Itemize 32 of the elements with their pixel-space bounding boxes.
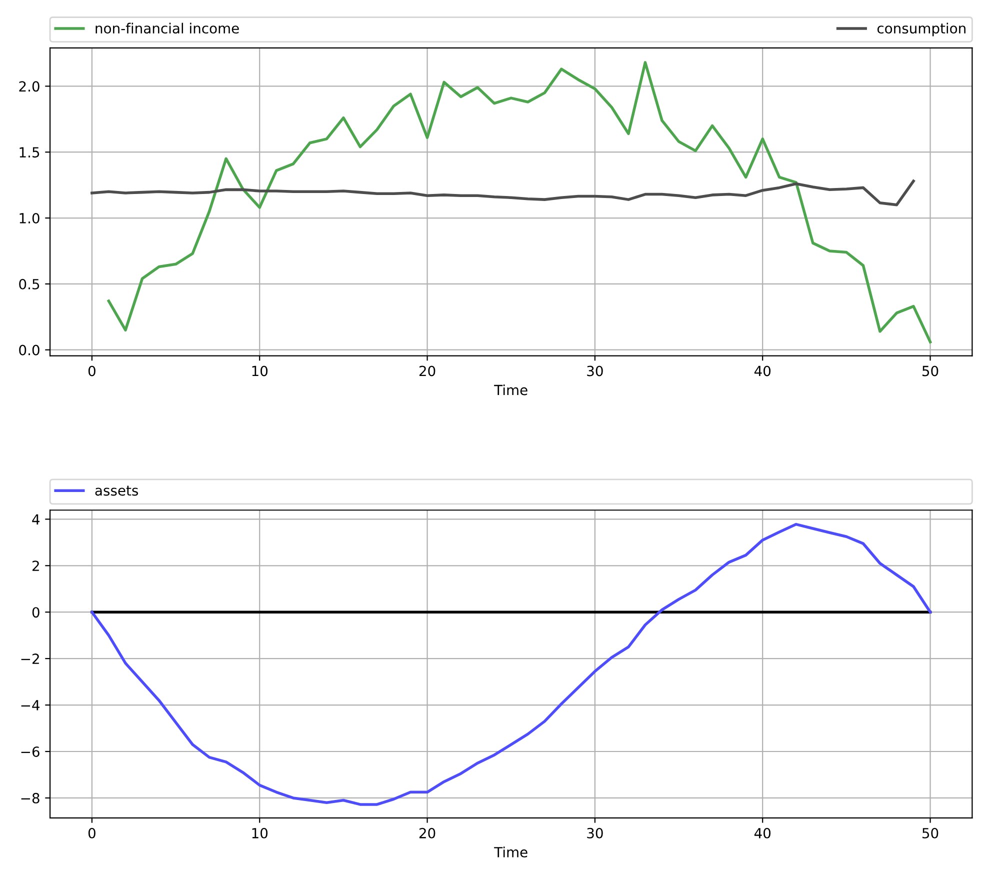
legend-label: non-financial income bbox=[96, 22, 239, 34]
y-tick-label: 1.0 bbox=[20, 212, 40, 224]
x-tick-label: 20 bbox=[419, 366, 436, 376]
y-tick-label: −8 bbox=[21, 792, 40, 804]
x-axis-title: Time bbox=[494, 384, 528, 396]
x-tick-label: 0 bbox=[88, 366, 96, 376]
line-series bbox=[90, 522, 932, 806]
x-tick-label: 10 bbox=[252, 366, 268, 376]
x-tick-label: 0 bbox=[88, 828, 96, 838]
x-tick-label: 50 bbox=[922, 366, 938, 376]
x-tick-label: 30 bbox=[587, 828, 603, 838]
legend-label: assets bbox=[95, 486, 138, 496]
legend-label: consumption bbox=[877, 22, 966, 36]
x-tick-label: 40 bbox=[754, 366, 771, 376]
y-tick-label: −2 bbox=[21, 654, 39, 664]
y-tick-label: 0.0 bbox=[19, 344, 40, 356]
x-tick-label: 10 bbox=[252, 828, 268, 838]
y-tick-label: 2.0 bbox=[19, 81, 40, 92]
x-axis-title: Time bbox=[494, 846, 528, 858]
line-series bbox=[107, 61, 932, 344]
x-tick-label: 30 bbox=[587, 366, 603, 376]
x-tick-label: 50 bbox=[922, 828, 938, 838]
x-tick-label: 40 bbox=[754, 828, 771, 838]
y-tick-label: 1.5 bbox=[20, 147, 40, 158]
y-tick-label: 4 bbox=[32, 514, 40, 524]
y-tick-label: 0.5 bbox=[19, 278, 40, 290]
y-tick-label: −4 bbox=[21, 700, 40, 710]
y-tick-label: −6 bbox=[21, 746, 40, 757]
y-tick-label: 0 bbox=[32, 607, 40, 618]
x-tick-label: 20 bbox=[419, 828, 436, 838]
line-series bbox=[90, 180, 915, 206]
y-tick-label: 2 bbox=[32, 560, 39, 571]
